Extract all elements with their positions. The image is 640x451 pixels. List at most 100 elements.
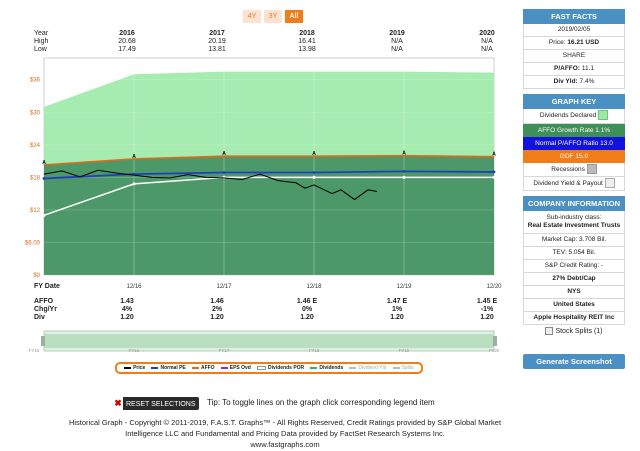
timeline-label: FY20 (489, 348, 500, 353)
range-4y-button[interactable]: 4Y (243, 10, 261, 23)
normal-pafo-point (222, 171, 226, 174)
fy-date-label: FY Date (34, 283, 60, 290)
legend-item-dividends-por[interactable]: Dividends POR (257, 362, 304, 374)
generate-screenshot-button[interactable]: Generate Screenshot (523, 354, 625, 369)
header-label-high: High (34, 38, 49, 45)
historical-graph[interactable]: $36 $30 $24 $18 $12 $6.00 $0 A A A A A A 12/16 12/17 12… (0, 52, 520, 357)
legend-item-dividend-yld[interactable]: Dividend Yld (349, 362, 386, 374)
legend-item-dividends[interactable]: Dividends (310, 362, 343, 374)
legend-swatch-icon (349, 367, 357, 369)
timeline-handle-left (41, 336, 45, 346)
header-high-cell: 20.68 (118, 38, 136, 45)
y-tick-label: $24 (30, 143, 41, 149)
legend-label: AFFO (200, 365, 215, 371)
header-high-cell: N/A (391, 38, 403, 45)
sub-industry: Sub-industry class: Real Estate Investme… (523, 211, 625, 234)
dividends-por-point (402, 175, 406, 179)
row-label-affo: AFFO (34, 298, 54, 305)
timeline-label: FY15 (29, 348, 40, 353)
normal-pafo-point (42, 177, 46, 180)
div-yld-value: 7.4% (579, 78, 595, 85)
y-tick-label: $36 (30, 78, 41, 84)
dividends-swatch-icon (598, 110, 609, 121)
footer: Historical Graph - Copyright © 2011-2019… (40, 417, 530, 450)
key-affo-growth[interactable]: AFFO Growth Rate 1.1% (523, 124, 625, 137)
facts-pafo: P/AFFO: 11.1 (523, 63, 625, 76)
dividends-por-point (312, 175, 316, 179)
sub-industry-value: Real Estate Investment Trusts (527, 222, 621, 229)
key-recessions-label: Recessions (551, 166, 585, 173)
graph-legend[interactable]: Price Normal PE AFFO EPS Ovd Dividends POR Di… (115, 362, 423, 374)
dividends-por-point (42, 213, 46, 217)
legend-swatch-icon (257, 366, 267, 370)
header-low-cell: N/A (391, 46, 403, 53)
x-tick-label: 12/20 (486, 284, 502, 290)
timeline-label: FY17 (219, 348, 230, 353)
key-div-yield-payout[interactable]: Dividend Yield & Payout (523, 177, 625, 191)
header-year-cell: 2018 (299, 30, 315, 37)
row-value-cell: 1.46 (210, 298, 224, 305)
stock-splits[interactable]: Stock Splits (1) (523, 325, 625, 338)
facts-date: 2019/02/05 (523, 24, 625, 37)
x-tick-label: 12/19 (396, 284, 412, 290)
splits-checkbox-icon (545, 327, 554, 336)
dividends-por-point (132, 182, 136, 186)
key-gdf[interactable]: GDF 15.0 (523, 150, 625, 163)
legend-swatch-icon (310, 367, 318, 369)
row-value-cell: 1.20 (390, 314, 404, 321)
legend-swatch-icon (191, 367, 199, 369)
affo-point-marker: A (222, 151, 226, 157)
graph-key-panel: GRAPH KEY Dividends Declared AFFO Growth… (523, 94, 625, 191)
y-tick-label: $12 (30, 208, 41, 214)
legend-item-normal-pe[interactable]: Normal PE (151, 362, 186, 374)
normal-pafo-line (43, 170, 495, 180)
affo-point-marker: A (312, 151, 316, 157)
header-year-cell: 2016 (119, 30, 135, 37)
row-label-chgyr: Chg/Yr (34, 306, 57, 313)
y-tick-label: $0 (33, 273, 40, 279)
affo-area (44, 155, 494, 275)
graph-key-title: GRAPH KEY (523, 94, 625, 109)
y-tick-label: $6.00 (25, 240, 41, 246)
row-value-cell: 0% (301, 306, 313, 313)
facts-price: Price: 16.21 USD (523, 37, 625, 50)
y-tick-label: $18 (30, 175, 41, 181)
price-value: 16.21 USD (567, 39, 600, 46)
y-tick-label: $30 (30, 110, 41, 116)
legend-label: Normal PE (160, 365, 186, 371)
legend-label: EPS Ovd (229, 365, 251, 371)
key-recessions[interactable]: Recessions (523, 163, 625, 177)
legend-label: Splits (401, 365, 414, 371)
legend-swatch-icon (220, 367, 228, 369)
exchange: NYS (523, 286, 625, 299)
key-dividends-declared[interactable]: Dividends Declared (523, 109, 625, 124)
range-3y-button[interactable]: 3Y (264, 10, 282, 23)
row-value-cell: 1.20 (480, 314, 494, 321)
fast-facts-panel: FAST FACTS 2019/02/05 Price: 16.21 USD S… (523, 9, 625, 89)
header-high-cell: N/A (481, 38, 493, 45)
company-info-panel: COMPANY INFORMATION Sub-industry class: … (523, 196, 625, 338)
range-all-button[interactable]: All (285, 10, 303, 23)
stock-splits-label: Stock Splits (1) (555, 328, 603, 335)
timeline-label: FY18 (309, 348, 320, 353)
legend-item-affo[interactable]: AFFO (191, 362, 215, 374)
country: United States (523, 299, 625, 312)
legend-item-price[interactable]: Price (124, 362, 145, 374)
facts-div-yld: Div Yld: 7.4% (523, 76, 625, 89)
header-low-cell: 13.81 (208, 46, 226, 53)
reset-selections-label: RESET SELECTIONS (126, 401, 196, 408)
affo-point-marker: A (402, 151, 406, 157)
affo-point-marker: A (492, 152, 496, 158)
legend-item-eps-ovd[interactable]: EPS Ovd (220, 362, 251, 374)
row-value-cell: 1.20 (300, 314, 314, 321)
row-value-cell: 1.45 E (476, 298, 498, 305)
x-tick-label: 12/18 (306, 284, 322, 290)
legend-swatch-icon (151, 367, 159, 369)
price-label: Price: (548, 39, 566, 46)
key-normal-pafo[interactable]: Normal P/AFFO Ratio 13.0 (523, 137, 625, 150)
reset-selections-button[interactable]: ✖ RESET SELECTIONS (113, 397, 199, 410)
close-icon: ✖ (113, 397, 123, 410)
company-name: Apple Hospitality REIT Inc (523, 312, 625, 325)
legend-item-splits[interactable]: Splits (392, 362, 414, 374)
header-high-cell: 16.41 (298, 38, 316, 45)
